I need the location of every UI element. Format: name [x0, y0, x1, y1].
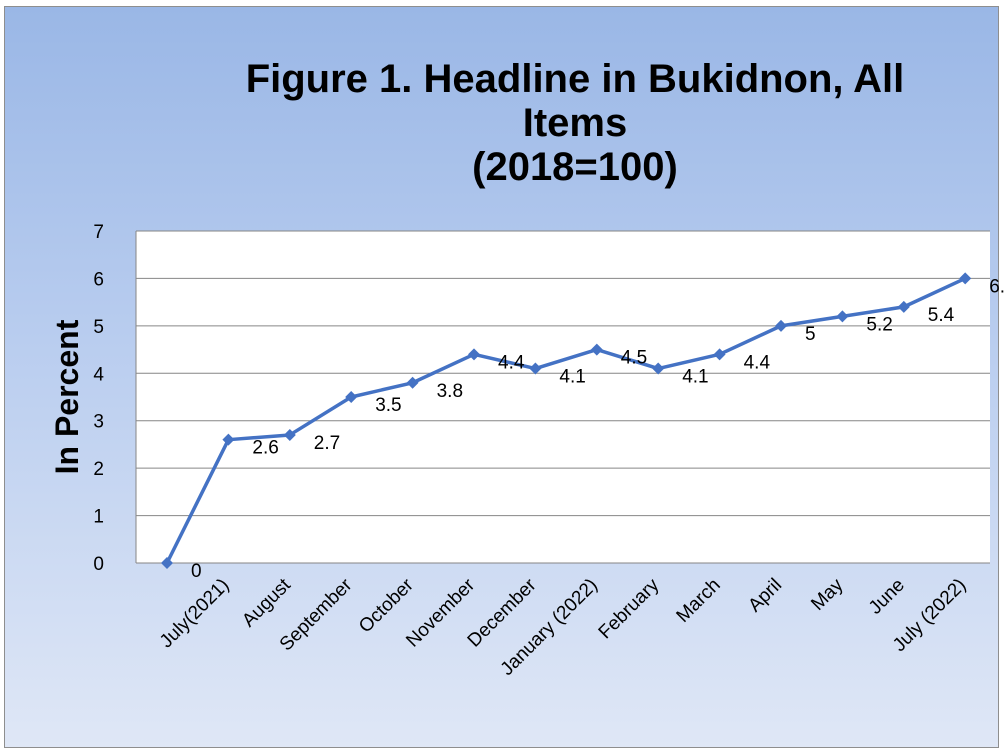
- data-marker: [775, 319, 787, 332]
- data-labels: 0 2.6 2.7 3.5 3.8 4.4 4.1 4.5 4.1 4.4 5 5.2 5.4 6.0: [191, 276, 1004, 582]
- data-marker: [529, 362, 542, 375]
- data-marker: [590, 343, 603, 356]
- x-tick-label: June: [865, 575, 909, 619]
- y-tick-label: 4: [93, 364, 104, 385]
- series-line: [165, 276, 966, 564]
- data-marker: [897, 300, 910, 313]
- data-label: 3.8: [437, 381, 463, 402]
- y-tick-label: 7: [93, 222, 104, 243]
- y-tick-label: 1: [93, 507, 104, 528]
- y-tick-label: 6: [93, 269, 104, 290]
- data-marker: [161, 557, 173, 569]
- plot-area: [136, 231, 990, 563]
- gridlines: [136, 230, 990, 517]
- x-tick-label: February: [595, 574, 664, 643]
- data-label: 4.1: [559, 367, 585, 388]
- data-marker: [406, 376, 419, 389]
- data-label: 4.1: [682, 367, 708, 388]
- data-label: 2.6: [252, 438, 278, 459]
- data-marker: [713, 348, 726, 361]
- y-tick-label: 0: [93, 554, 104, 575]
- data-label: 3.5: [375, 395, 401, 416]
- chart-title-line-2: Items: [522, 101, 628, 145]
- x-tick-labels: July(2021) AugustSeptemberOctoberNovember…: [156, 574, 970, 680]
- x-tick-label: May: [807, 574, 848, 615]
- data-label: 4.4: [498, 352, 525, 373]
- data-marker: [959, 272, 972, 285]
- chart-title: Figure 1. Headline in Bukidnon, All Item…: [175, 57, 975, 189]
- x-tick-label: August: [238, 574, 295, 631]
- chart-title-line-3: (2018=100): [472, 145, 678, 189]
- x-tick-label: March: [673, 575, 725, 627]
- data-marker: [283, 428, 296, 441]
- data-marker: [222, 433, 235, 446]
- y-tick-labels: 0 1 2 3 4 5 6 7: [93, 222, 104, 575]
- x-tick-label: July(2021): [156, 575, 234, 653]
- y-axis-title: In Percent: [49, 319, 85, 474]
- data-marker: [652, 362, 665, 375]
- data-label: 5.2: [866, 314, 892, 335]
- data-label: 5.4: [928, 305, 955, 326]
- data-label: 4.5: [621, 348, 647, 369]
- data-marker: [836, 310, 849, 323]
- data-label: 5: [805, 324, 816, 345]
- data-markers: [161, 272, 972, 569]
- data-label: 0: [191, 561, 202, 582]
- data-marker: [468, 348, 480, 361]
- data-label: 4.4: [744, 352, 771, 373]
- y-tick-label: 3: [93, 412, 104, 433]
- y-tick-label: 2: [93, 459, 104, 480]
- chart-title-line-1: Figure 1. Headline in Bukidnon, All: [245, 57, 905, 101]
- y-tick-label: 5: [93, 317, 104, 338]
- x-tick-label: October: [355, 574, 418, 637]
- x-tick-label: April: [744, 575, 786, 617]
- data-marker: [345, 391, 358, 403]
- data-label: 2.7: [314, 433, 340, 454]
- data-label: 6.0: [989, 276, 1004, 297]
